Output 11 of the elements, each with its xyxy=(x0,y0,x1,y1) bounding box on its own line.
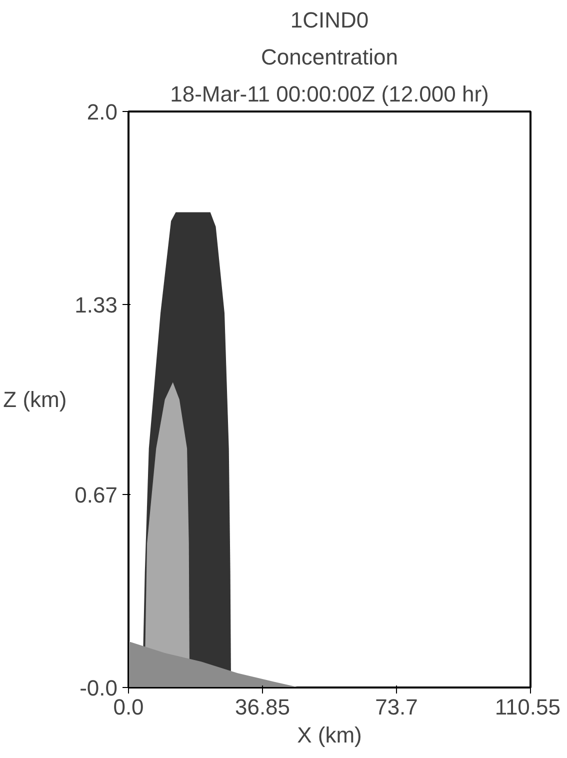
chart-title: 1CIND0 xyxy=(290,8,369,32)
y-tick-label: 1.33 xyxy=(74,292,118,318)
y-tick-label: 2.0 xyxy=(86,100,118,124)
x-axis-title: X (km) xyxy=(297,722,362,748)
y-axis-title: Z (km) xyxy=(3,387,67,412)
chart-subtitle: Concentration xyxy=(261,44,398,70)
text: 18-Mar-11 00:00:00Z (12.000 hr) xyxy=(170,82,489,106)
x-tick-label: 36.85 xyxy=(234,694,290,720)
x-tick-label: 73.7 xyxy=(375,694,418,720)
y-tick-label: 0.67 xyxy=(74,482,118,508)
x-tick-label: 110.55 xyxy=(494,694,560,720)
